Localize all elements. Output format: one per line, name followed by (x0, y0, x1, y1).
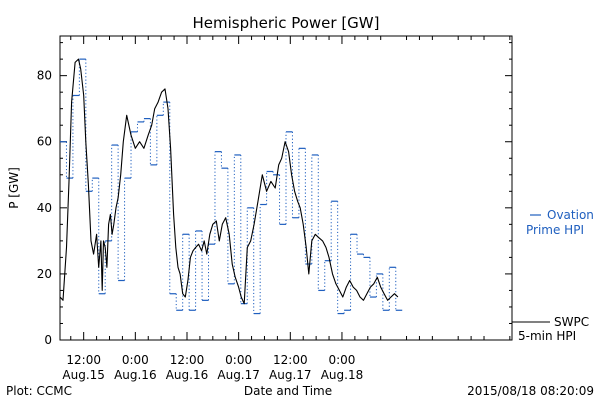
plot-frame (59, 35, 513, 341)
y-axis-label: P [GW] (7, 167, 21, 209)
x-tick-date-3: Aug.17 (217, 368, 260, 382)
x-axis: 12:00Aug.150:00Aug.1612:00Aug.160:00Aug.… (62, 36, 511, 382)
y-tick-label-40: 40 (37, 201, 52, 215)
plot-credit: Plot: CCMC (6, 384, 72, 398)
y-tick-label-80: 80 (37, 69, 52, 83)
x-tick-time-1: 0:00 (122, 353, 149, 367)
legend-ovation-label-line1: Ovation (547, 208, 594, 222)
x-tick-time-3: 0:00 (225, 353, 252, 367)
x-tick-time-4: 12:00 (273, 353, 308, 367)
x-tick-time-2: 12:00 (170, 353, 205, 367)
series-swpc-5min-hpi (59, 58, 399, 305)
x-tick-time-5: 0:00 (328, 353, 355, 367)
x-tick-date-4: Aug.17 (269, 368, 312, 382)
y-tick-label-60: 60 (37, 135, 52, 149)
y-axis: 0 20 40 60 80 (37, 42, 512, 347)
x-axis-label: Date and Time (244, 384, 332, 398)
swpc-line (59, 58, 399, 305)
legend-swpc-label-line1: SWPC (554, 315, 589, 329)
legend: Ovation Prime HPI SWPC 5-min HPI (511, 208, 594, 343)
y-tick-label-0: 0 (44, 333, 52, 347)
legend-swpc-label-line2: 5-min HPI (518, 329, 576, 343)
plot-timestamp: 2015/08/18 08:20:09 (467, 384, 594, 398)
legend-ovation-label-line2: Prime HPI (526, 223, 584, 237)
y-tick-label-20: 20 (37, 267, 52, 281)
x-tick-date-2: Aug.16 (166, 368, 209, 382)
chart-title: Hemispheric Power [GW] (193, 14, 380, 32)
x-tick-time-0: 12:00 (66, 353, 101, 367)
x-tick-date-5: Aug.18 (321, 368, 364, 382)
series-ovation-prime-hpi (60, 58, 403, 315)
x-tick-date-0: Aug.15 (62, 368, 105, 382)
x-tick-date-1: Aug.16 (114, 368, 157, 382)
